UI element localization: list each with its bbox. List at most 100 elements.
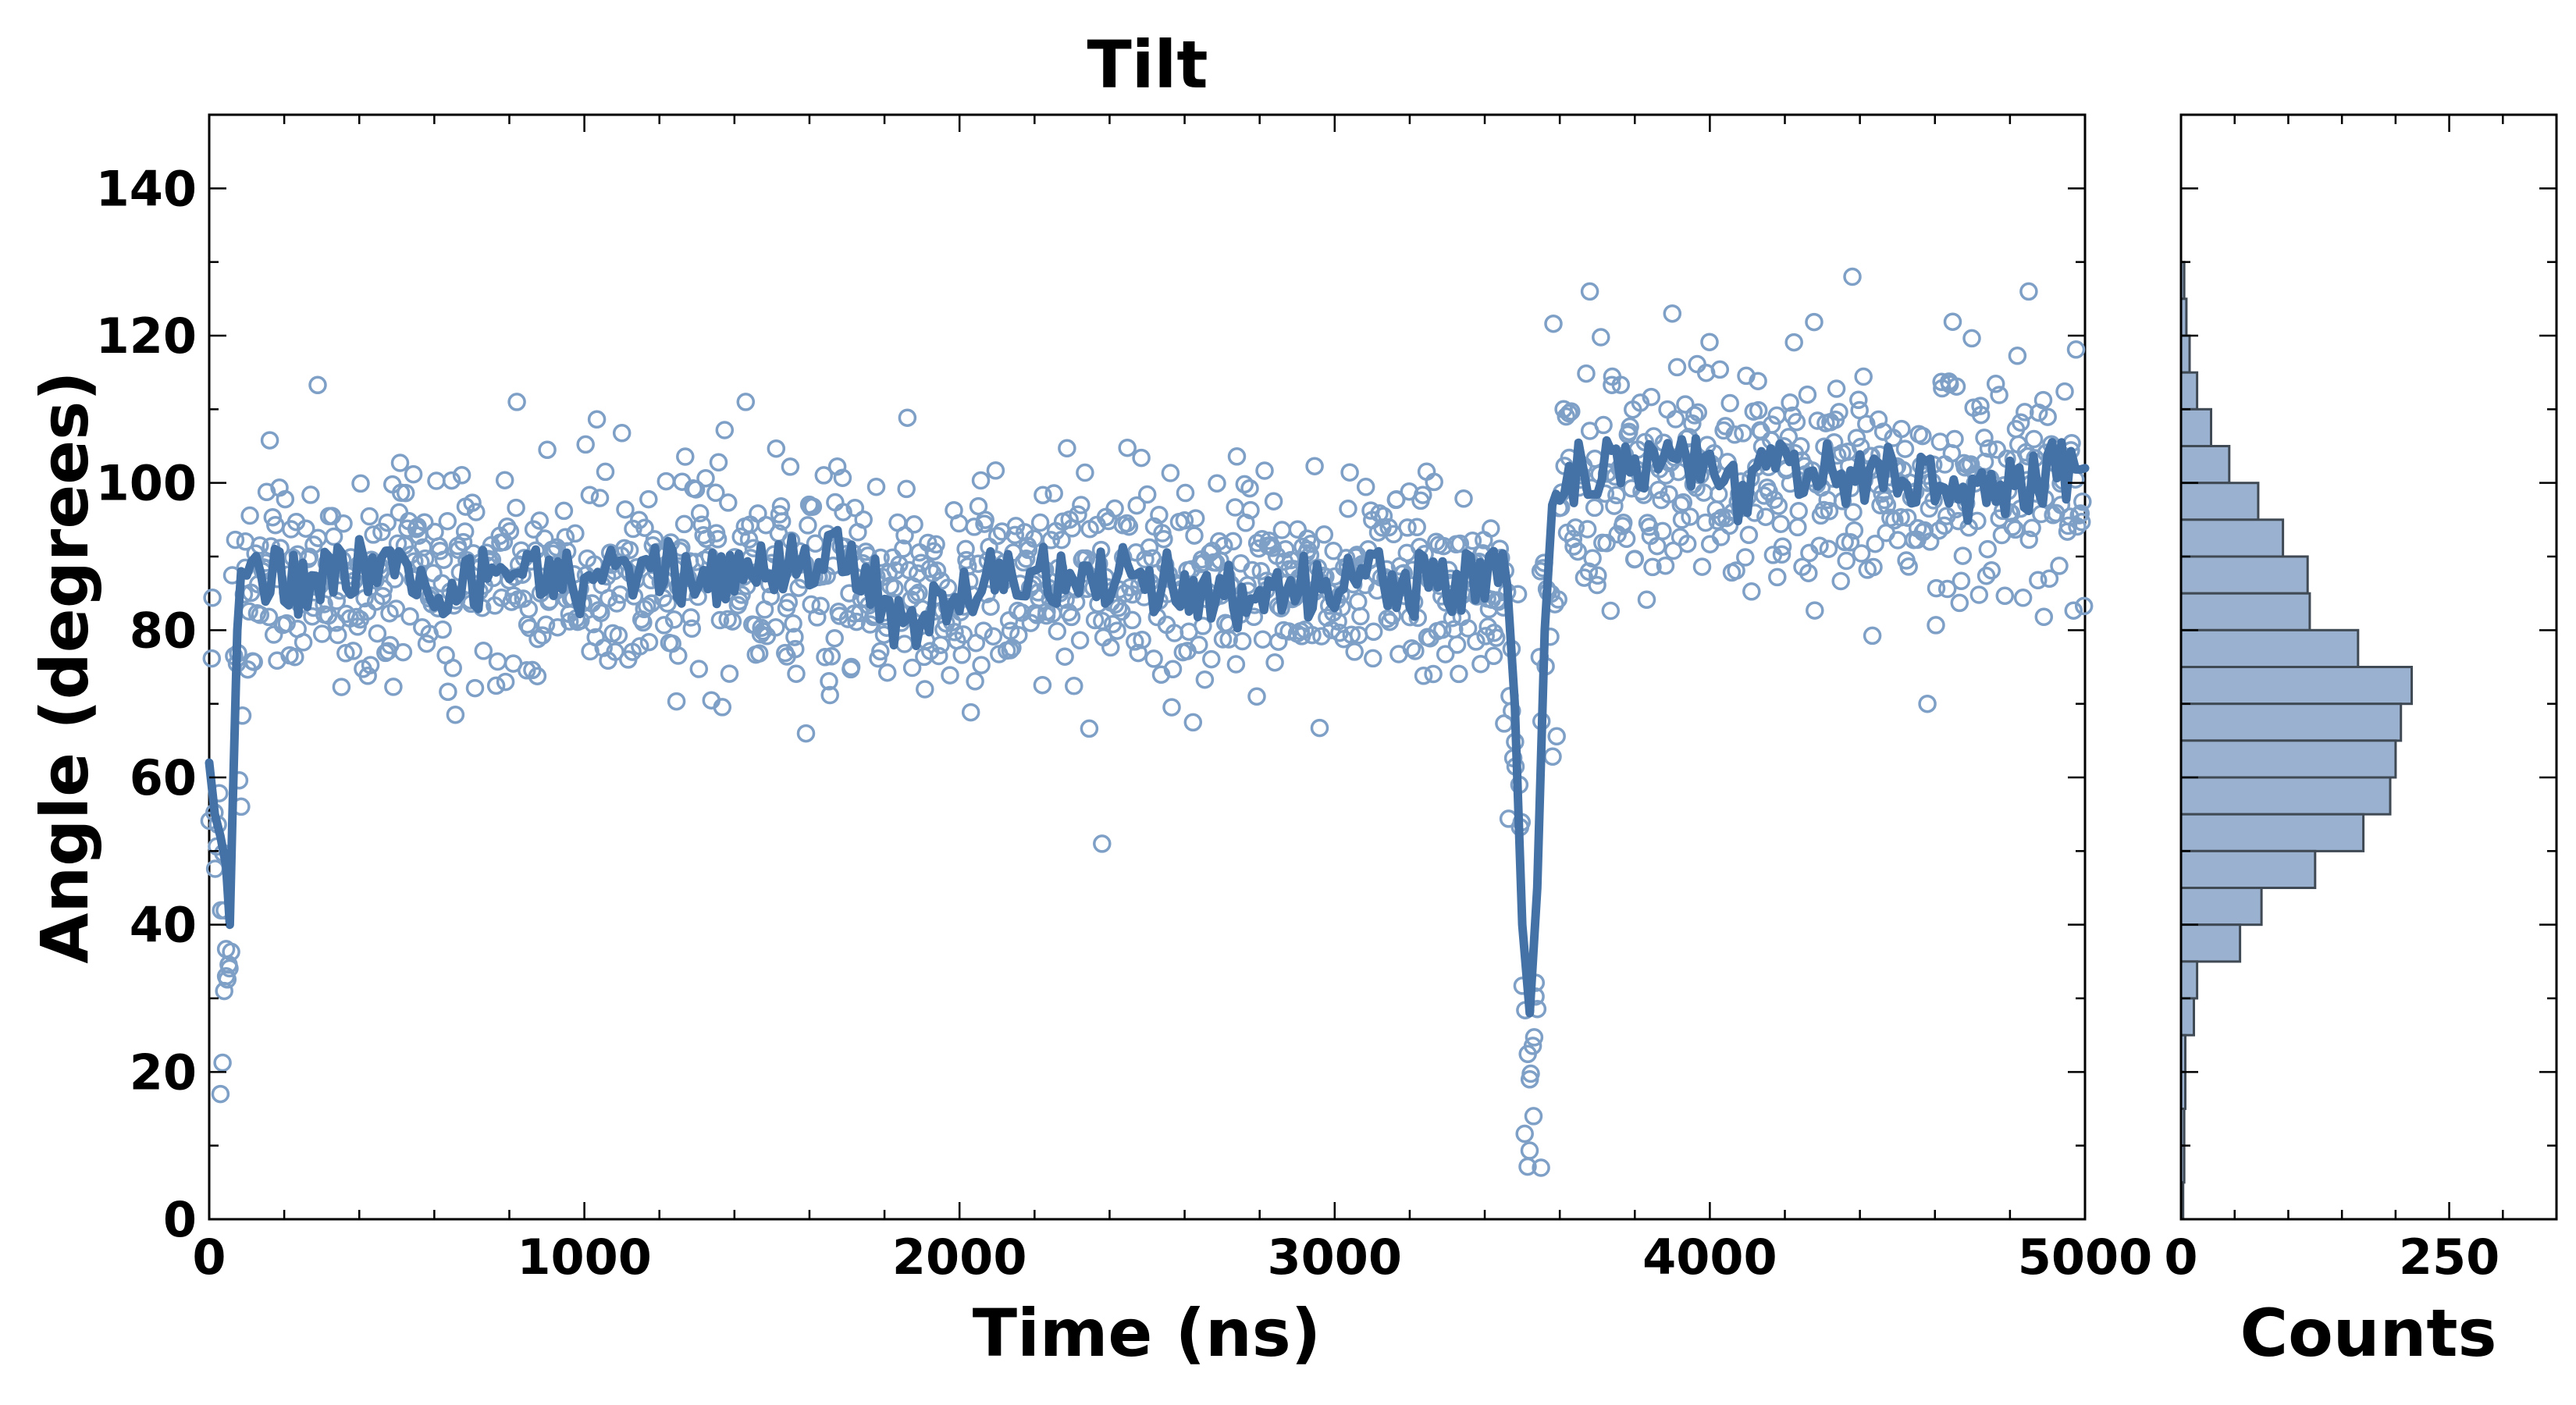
scatter-point [533, 626, 552, 645]
scatter-point [1755, 486, 1774, 505]
hist-x-tick-label: 250 [2399, 1229, 2500, 1286]
scatter-point [334, 514, 353, 533]
histogram-frame [2179, 113, 2558, 1221]
scatter-point [1913, 426, 1932, 446]
scatter-point [1272, 521, 1292, 539]
scatter-point [1544, 314, 1563, 333]
scatter-point [1310, 718, 1329, 738]
scatter-point [916, 680, 934, 699]
scatter-point [1799, 564, 1818, 582]
scatter-point [871, 642, 890, 661]
scatter-point [986, 461, 1005, 480]
scatter-point [709, 453, 728, 472]
scatter-point [465, 678, 485, 698]
scatter-point [820, 685, 839, 705]
scatter-point [1351, 606, 1370, 626]
scatter-point [1235, 475, 1254, 494]
scatter-point [787, 664, 806, 683]
scatter-point [866, 477, 886, 496]
scatter-point [1995, 586, 2015, 606]
scatter-point [841, 657, 861, 677]
scatter-point [404, 464, 423, 484]
scatter-point [1209, 532, 1229, 551]
scatter-point [1663, 304, 1682, 323]
scatter-point [500, 521, 520, 541]
scatter-point [927, 561, 947, 580]
scatter-point [1888, 531, 1907, 550]
x-tick-label: 1000 [517, 1229, 652, 1286]
scatter-point [1621, 417, 1639, 436]
scatter-point [1247, 687, 1266, 706]
scatter-point [442, 471, 461, 490]
scatter-point [1425, 472, 1443, 492]
scatter-point [612, 424, 632, 443]
scatter-point [1133, 631, 1151, 649]
scatter-point [1150, 505, 1169, 525]
histogram-bar [2179, 445, 2231, 485]
scatter-point [1899, 557, 1918, 576]
scatter-point [639, 489, 658, 509]
scatter-point [264, 625, 283, 644]
scatter-point [1016, 550, 1036, 568]
scatter-point [1463, 532, 1482, 550]
scatter-point [286, 647, 304, 667]
scatter-point [786, 639, 805, 659]
scatter-point [1592, 328, 1610, 347]
scatter-points [200, 267, 2094, 1177]
scatter-point [554, 501, 574, 521]
scatter-point [2073, 492, 2092, 511]
scatter-point [897, 479, 916, 499]
scatter-point [1398, 518, 1417, 537]
scatter-point [1568, 542, 1588, 561]
scatter-point [1155, 529, 1173, 549]
scatter-point [1819, 539, 1838, 558]
scatter-point [467, 503, 486, 521]
scatter-point [2024, 429, 2044, 449]
scatter-point [811, 596, 830, 616]
scatter-point [1918, 694, 1937, 713]
scatter-point [324, 527, 343, 546]
scatter-point [1080, 719, 1099, 738]
scatter-point [981, 597, 1000, 616]
scatter-point [1340, 463, 1359, 482]
scatter-point [1781, 393, 1799, 412]
scatter-point [2051, 496, 2071, 514]
scatter-point [1243, 560, 1261, 580]
scatter-point [1678, 534, 1697, 553]
scatter-point [1163, 660, 1183, 679]
scatter-point [1969, 585, 1989, 604]
scatter-point [1990, 386, 2008, 404]
scatter-point [368, 624, 387, 643]
scatter-point [1005, 525, 1025, 545]
y-tick-label: 40 [130, 897, 197, 954]
scatter-point [930, 646, 948, 666]
scatter-point [384, 678, 403, 696]
scatter-point [496, 672, 515, 692]
scatter-point [1577, 364, 1596, 383]
scatter-point [446, 705, 465, 724]
scatter-point [952, 646, 971, 664]
scatter-point [1617, 529, 1636, 549]
scatter-point [1476, 627, 1495, 646]
scatter-point [1185, 526, 1204, 545]
scatter-point [1058, 439, 1076, 458]
scatter-point [1864, 557, 1883, 577]
scatter-point [1208, 474, 1226, 493]
scatter-point [545, 541, 564, 560]
scatter-point [488, 652, 507, 671]
scatter-point [566, 524, 585, 543]
scatter-point [956, 539, 975, 559]
scatter-point [2038, 407, 2057, 426]
scatter-point [1305, 457, 1324, 475]
scatter-point [820, 672, 838, 691]
scatter-point [941, 666, 959, 685]
scatter-point [654, 616, 674, 635]
histogram-tick-labels: 0 250 [2164, 1229, 2500, 1286]
scatter-point [454, 532, 473, 552]
scatter-point [263, 507, 283, 527]
scatter-point [1975, 429, 1994, 447]
scatter-point [974, 621, 993, 640]
scatter-point [519, 599, 539, 619]
scatter-point [1979, 439, 1998, 458]
scatter-point [767, 618, 785, 637]
